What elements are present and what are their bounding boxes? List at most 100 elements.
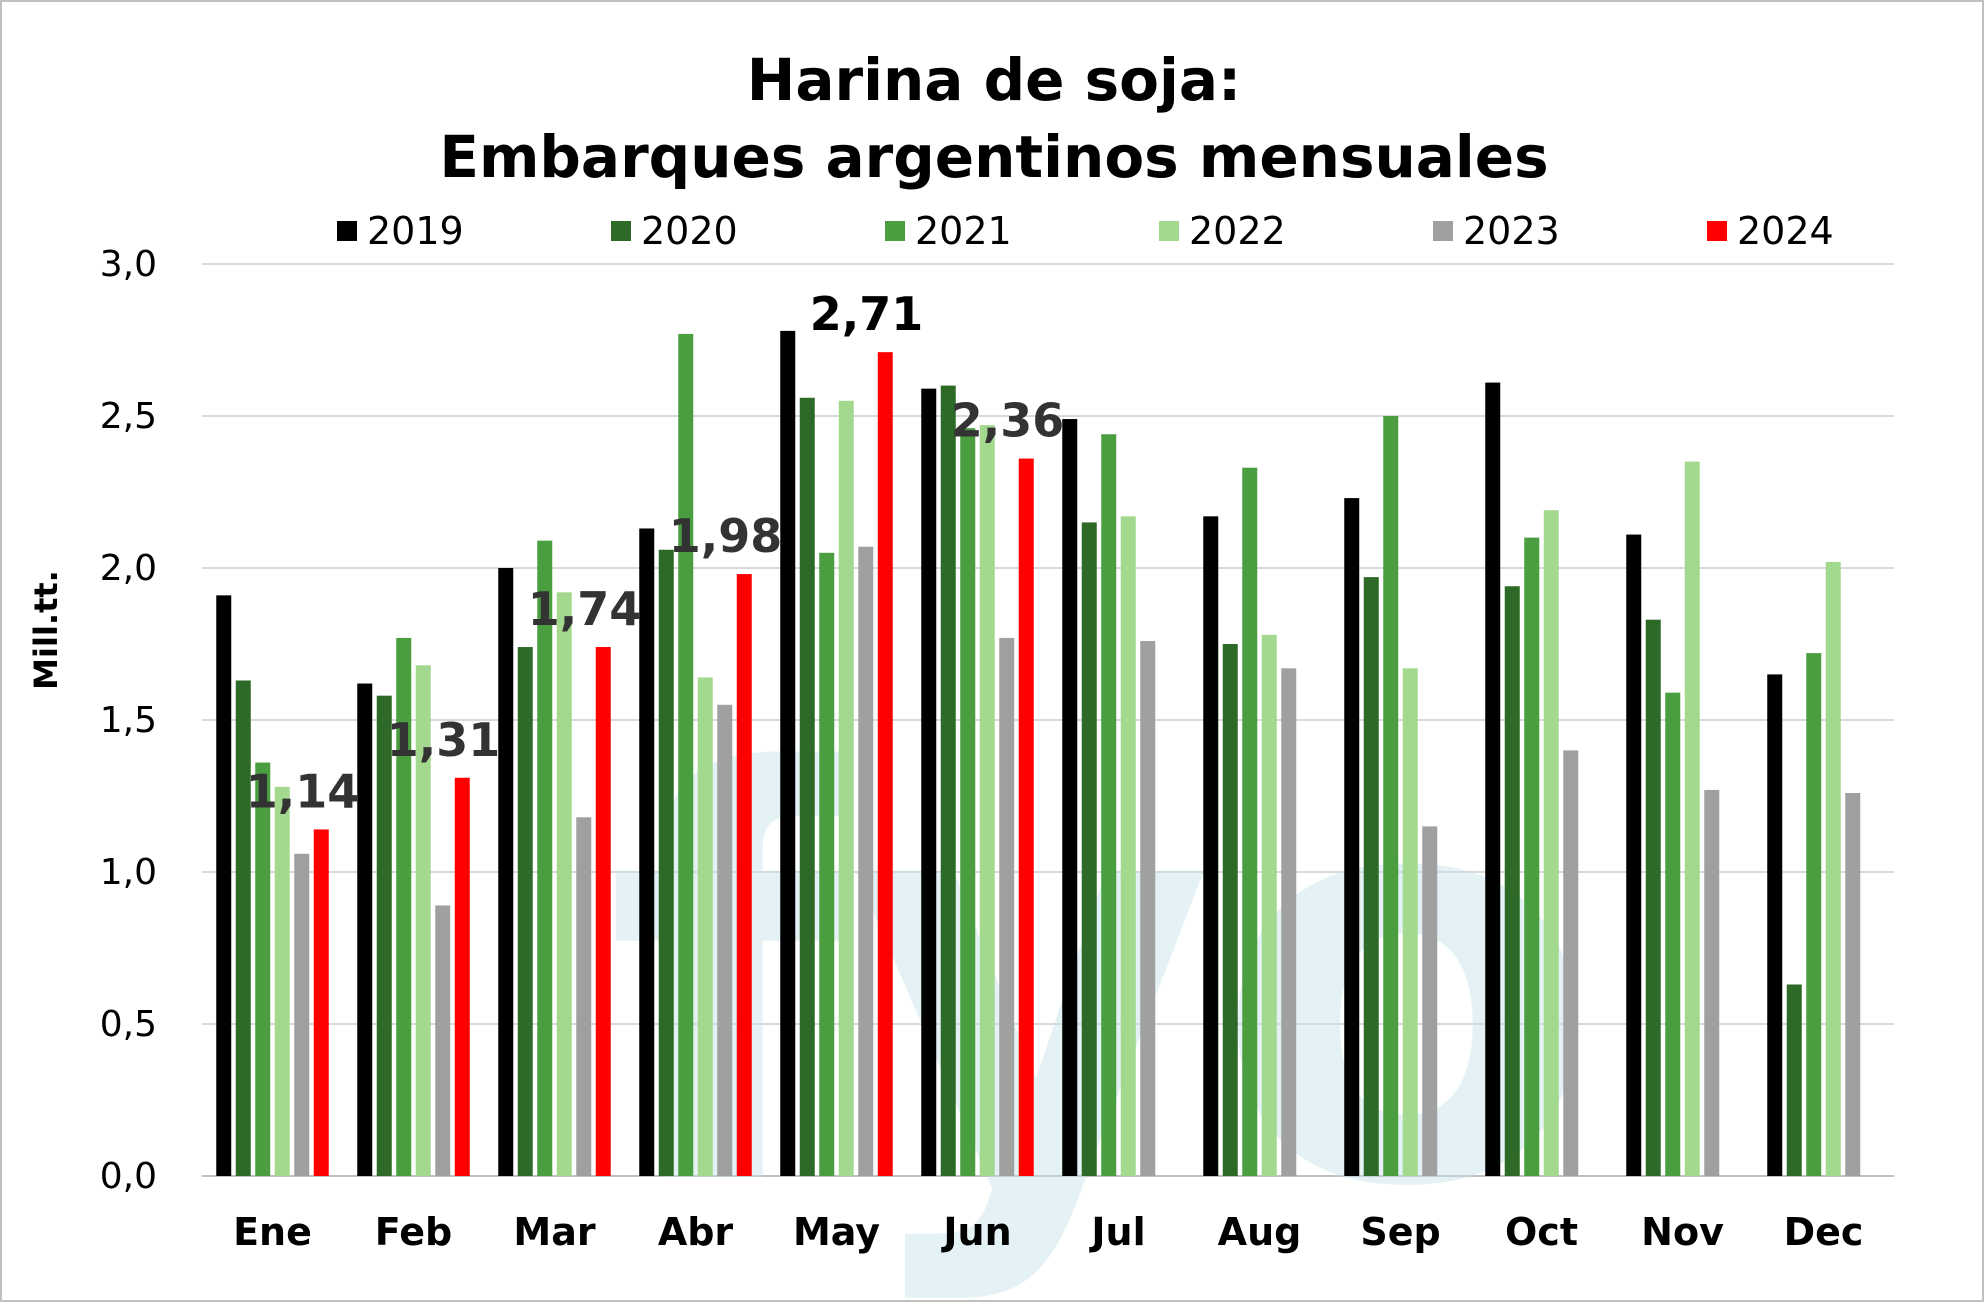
data-label: 1,31: [387, 713, 501, 767]
gridlines: [202, 263, 1894, 1177]
x-tick-label: Abr: [658, 1210, 734, 1254]
x-tick-label: Jun: [940, 1210, 1011, 1254]
legend-label: 2023: [1463, 209, 1560, 253]
bar: [537, 540, 553, 1176]
bar: [1081, 522, 1097, 1176]
bars: [216, 330, 1861, 1177]
bar: [255, 762, 271, 1176]
x-tick-label: Nov: [1641, 1210, 1724, 1254]
bar: [313, 829, 329, 1176]
bar: [1140, 640, 1156, 1176]
bar: [799, 397, 815, 1176]
bar: [1222, 644, 1238, 1176]
bar: [498, 568, 514, 1176]
x-tick-label: Jul: [1088, 1210, 1145, 1254]
y-tick-label: 2,0: [100, 548, 157, 589]
bar: [717, 704, 733, 1176]
chart-title-line-1: Harina de soja:: [747, 46, 1241, 114]
bar: [1704, 789, 1720, 1176]
bar: [1422, 826, 1438, 1176]
bar: [357, 683, 373, 1176]
bar: [435, 905, 451, 1176]
bar: [1504, 586, 1520, 1176]
bar: [877, 352, 893, 1176]
legend-swatch: [1159, 221, 1179, 241]
bar: [1120, 516, 1136, 1176]
bar: [658, 549, 674, 1176]
x-tick-label: Sep: [1360, 1210, 1440, 1254]
bar: [1383, 416, 1399, 1176]
x-tick-label: Mar: [513, 1210, 595, 1254]
axes: 0,0 0,5 1,0 1,5 2,0 2,5 3,0 Ene Feb Mar Abr May Jun J…: [100, 244, 1864, 1254]
bar: [1825, 561, 1841, 1176]
legend-swatch: [1433, 221, 1453, 241]
data-label: 1,74: [528, 582, 642, 636]
bar: [1845, 792, 1861, 1176]
bar: [1363, 577, 1379, 1176]
data-labels: 1,14 1,31 1,74 1,98 2,71 2,36: [246, 287, 1065, 818]
bar: [1645, 619, 1661, 1176]
data-label: 1,14: [246, 764, 360, 818]
legend-label: 2024: [1737, 209, 1834, 253]
bar: [1203, 516, 1219, 1176]
legend-label: 2022: [1189, 209, 1286, 253]
bar: [396, 637, 412, 1176]
data-label: 2,36: [951, 394, 1065, 448]
bar: [1786, 984, 1802, 1176]
bar: [1767, 674, 1783, 1176]
legend-swatch: [337, 221, 357, 241]
bar: [1402, 668, 1418, 1176]
bar: [960, 428, 976, 1176]
legend-swatch: [611, 221, 631, 241]
bar: [556, 592, 572, 1176]
bar: [1684, 461, 1700, 1177]
y-tick-label: 1,0: [100, 852, 157, 893]
bar: [780, 330, 796, 1176]
bar: [1665, 692, 1681, 1176]
bar: [1062, 419, 1078, 1176]
bar: [576, 817, 592, 1176]
chart-title-line-2: Embarques argentinos mensuales: [439, 123, 1548, 191]
bar: [858, 546, 874, 1176]
x-tick-label: Feb: [375, 1210, 452, 1254]
legend-label: 2020: [641, 209, 738, 253]
bar: [838, 400, 854, 1176]
bar: [235, 680, 251, 1176]
legend-label: 2019: [367, 209, 464, 253]
bar: [1261, 634, 1277, 1176]
bar: [294, 853, 310, 1176]
bar: [1806, 653, 1822, 1176]
bar: [1281, 668, 1297, 1176]
legend-label: 2021: [915, 209, 1012, 253]
y-tick-label: 0,5: [100, 1004, 157, 1045]
bar: [736, 574, 752, 1176]
bar: [1524, 537, 1540, 1176]
bar: [274, 786, 290, 1176]
bar: [678, 333, 694, 1176]
bar: [697, 677, 713, 1176]
bar: [517, 647, 533, 1176]
bar: [1543, 510, 1559, 1176]
legend-swatch: [885, 221, 905, 241]
bar: [1018, 458, 1034, 1176]
y-axis-label: Mill.tt.: [27, 570, 65, 690]
bar: [1485, 382, 1501, 1176]
bar: [376, 695, 392, 1176]
legend: 2019 2020 2021 2022 2023 2024: [337, 209, 1834, 253]
bar: [1344, 498, 1360, 1177]
x-tick-label: Ene: [233, 1210, 312, 1254]
y-tick-label: 1,5: [100, 700, 157, 741]
x-tick-label: May: [793, 1210, 880, 1254]
bar: [1242, 467, 1258, 1176]
x-tick-label: Aug: [1218, 1210, 1302, 1254]
legend-swatch: [1707, 221, 1727, 241]
data-label: 2,71: [810, 287, 924, 341]
bar: [979, 425, 995, 1176]
bar: [921, 388, 937, 1176]
bar: [940, 385, 956, 1177]
bar: [595, 647, 611, 1176]
y-tick-label: 2,5: [100, 396, 157, 437]
bar: [1563, 750, 1579, 1176]
